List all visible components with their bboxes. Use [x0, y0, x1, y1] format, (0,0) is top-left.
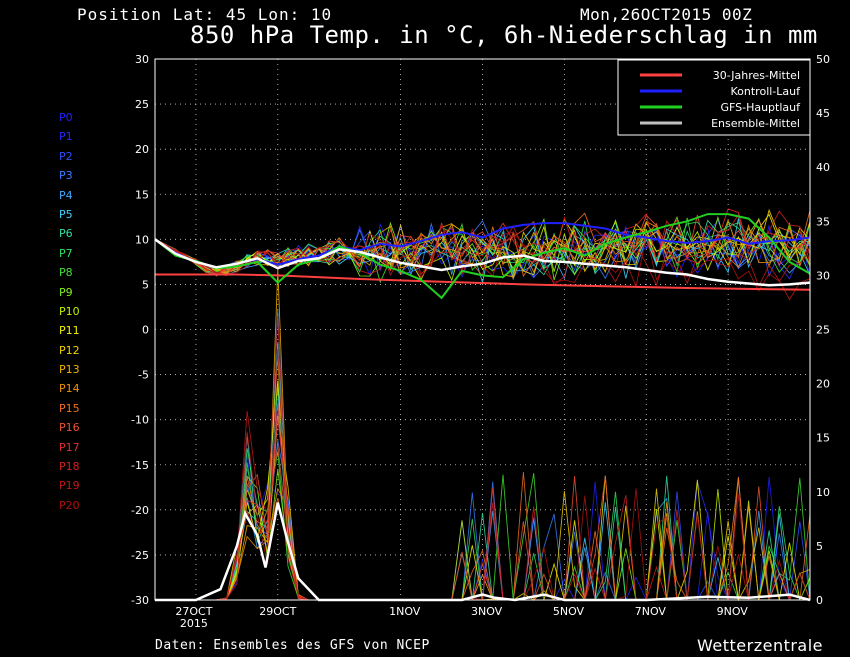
member-label: P14 [59, 382, 80, 396]
plot-frame [154, 58, 811, 601]
y-right-tick-label: 25 [816, 324, 830, 337]
member-label: P9 [59, 285, 73, 299]
y-left-tick-label: 25 [135, 98, 149, 111]
y-right-tick-label: 35 [816, 215, 830, 228]
header-date: Mon,26OCT2015 00Z [580, 5, 753, 24]
member-label: P0 [59, 111, 73, 124]
member-precip-line [155, 415, 810, 602]
grid [155, 59, 810, 600]
y-left-tick-label: -20 [131, 504, 149, 517]
y-right-tick-label: 50 [816, 53, 830, 66]
legend-label: 30-Jahres-Mittel [713, 69, 800, 82]
series-line [155, 502, 811, 602]
x-tick-label: 27OCT [175, 605, 212, 618]
y-right-tick-label: 15 [816, 432, 830, 445]
member-label: P2 [59, 149, 73, 163]
series-line [155, 273, 811, 291]
footer-brand: Wetterzentrale [697, 636, 824, 655]
y-right-tick-label: 20 [816, 378, 830, 391]
x-tick-label: 9NOV [717, 605, 749, 618]
series-line [154, 213, 811, 300]
member-label: P11 [59, 324, 80, 338]
y-right-tick-label: 45 [816, 107, 830, 120]
legend: 30-Jahres-Mittel Kontroll-Lauf GFS-Hauptla… [617, 59, 811, 136]
x-tick-label: 29OCT [259, 605, 296, 618]
y-right-tick-label: 30 [816, 269, 830, 282]
member-temp-line [154, 213, 811, 281]
member-list: P0 P1 P2 P3 P4 P5 P6 P7 P8 P9 P10 P11 P12 P13 P14 P15 P1… [59, 108, 80, 515]
x-tick-label: 5NOV [553, 605, 585, 618]
y-left-tick-label: 0 [142, 324, 149, 337]
member-label: P17 [59, 440, 80, 454]
y-left-tick-label: -25 [131, 549, 149, 562]
member-label: P3 [59, 169, 73, 183]
member-label: P20 [59, 498, 80, 512]
y-right-tick-label: 5 [816, 540, 823, 553]
x-year-label: 2015 [180, 617, 208, 630]
member-label: P8 [59, 266, 73, 280]
member-label: P16 [59, 421, 80, 435]
member-label: P1 [59, 130, 73, 144]
member-label: P13 [59, 363, 80, 377]
x-tick-label: 7NOV [635, 605, 667, 618]
y-left-tick-label: -10 [131, 414, 149, 427]
member-label: P6 [59, 227, 73, 241]
y-left-tick-label: 15 [135, 188, 149, 201]
y-left-tick-label: -5 [138, 369, 149, 382]
y-left-tick-label: 5 [142, 278, 149, 291]
member-temp-line [154, 231, 811, 301]
y-right-tick-label: 10 [816, 486, 830, 499]
member-label: P4 [59, 188, 73, 202]
legend-label: Ensemble-Mittel [711, 117, 800, 130]
member-label: P19 [59, 479, 80, 493]
y-left-tick-label: -15 [131, 459, 149, 472]
footer-source: Daten: Ensembles des GFS von NCEP [155, 638, 430, 653]
member-label: P12 [59, 343, 80, 357]
member-label: P15 [59, 401, 80, 415]
member-label: P10 [59, 304, 80, 318]
x-tick-label: 3NOV [471, 605, 503, 618]
header-position: Position Lat: 45 Lon: 10 [77, 5, 333, 24]
member-label: P7 [59, 246, 73, 260]
member-label: P5 [59, 207, 73, 221]
y-right-tick-label: 40 [816, 161, 830, 174]
legend-label: Kontroll-Lauf [731, 85, 802, 98]
axes: 302520151050-5-10-15-20-25-3050454035302… [131, 53, 830, 630]
member-temp-line [154, 225, 811, 292]
y-right-tick-label: 0 [816, 594, 823, 607]
member-precip-line [155, 342, 810, 601]
chart-title: 850 hPa Temp. in °C, 6h-Niederschlag in … [190, 21, 818, 49]
x-tick-label: 1NOV [389, 605, 421, 618]
y-left-tick-label: 30 [135, 53, 149, 66]
legend-label: GFS-Hauptlauf [720, 101, 801, 114]
y-left-tick-label: -30 [131, 594, 149, 607]
y-left-tick-label: 10 [135, 233, 149, 246]
member-label: P18 [59, 460, 80, 474]
series-line [154, 238, 811, 287]
y-left-tick-label: 20 [135, 143, 149, 156]
chart-series [154, 213, 811, 602]
member-precip-line [155, 386, 810, 601]
